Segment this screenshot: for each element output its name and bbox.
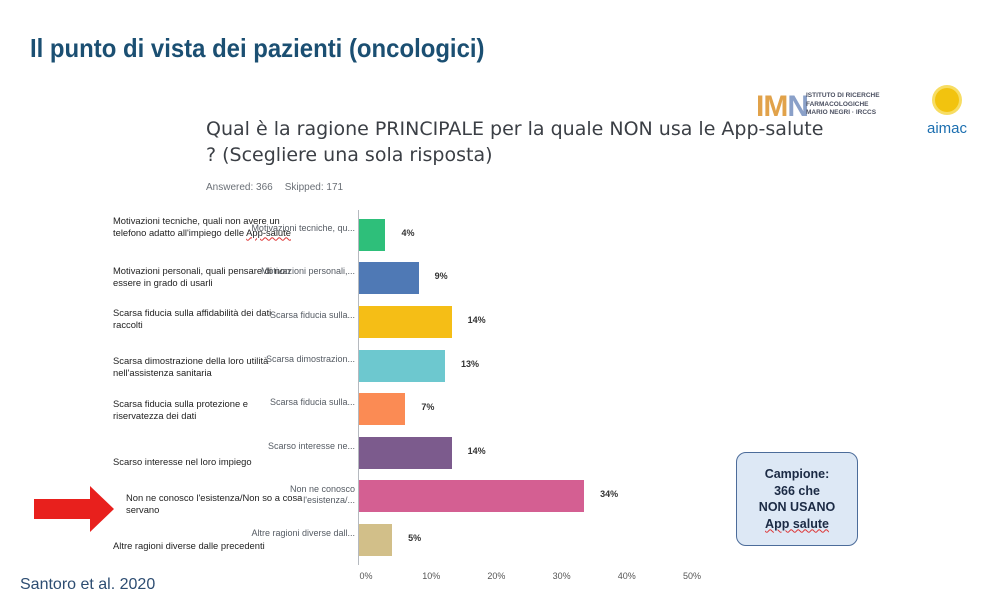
bar-axis-label: Motivazioni personali,... — [260, 266, 355, 276]
category-label: Scarso interesse nel loro impiego — [113, 456, 252, 467]
x-tick-label: 50% — [683, 571, 702, 581]
bar-value-label: 13% — [461, 359, 480, 369]
aimac-logo: aimac — [922, 88, 972, 144]
logos: IMN ISTITUTO DI RICERCHE FARMACOLOGICHE … — [752, 86, 974, 144]
bar — [359, 524, 393, 556]
category-label: Scarsa dimostrazione della loro utilità … — [113, 355, 269, 378]
survey-stats: Answered: 366 Skipped: 171 — [206, 182, 343, 193]
category-label: Scarsa fiducia sulla affidabilità dei da… — [113, 307, 272, 330]
category-label: Motivazioni tecniche, quali non avere un… — [113, 215, 291, 238]
source-citation: Santoro et al. 2020 — [20, 576, 156, 593]
red-arrow-icon — [34, 486, 114, 532]
x-tick-label: 10% — [422, 571, 441, 581]
bar-axis-label: Scarso interesse ne... — [267, 441, 355, 451]
bar — [359, 437, 452, 469]
x-tick-label: 20% — [487, 571, 506, 581]
bar-axis-label: Non ne conosco l'esistenza/... — [289, 484, 355, 505]
survey-question: Qual è la ragione PRINCIPALE per la qual… — [206, 118, 824, 166]
mario-negri-logo-mark: IMN — [756, 90, 809, 123]
bar-axis-label: Motivazioni tecniche, qu... — [251, 223, 355, 233]
bar-axis-label: Altre ragioni diverse dall... — [251, 528, 355, 538]
x-tick-label: 30% — [552, 571, 571, 581]
bar-value-label: 9% — [434, 271, 448, 281]
bar-value-label: 14% — [467, 446, 486, 456]
skipped-count: Skipped: 171 — [284, 182, 344, 193]
category-label: Scarsa fiducia sulla protezione e riserv… — [113, 398, 248, 421]
bar-axis-label: Scarsa fiducia sulla... — [269, 397, 355, 407]
bar — [359, 350, 446, 382]
bar — [359, 262, 419, 294]
bar-value-label: 7% — [421, 402, 435, 412]
sample-callout: Campione: 366 che NON USANO App salute — [736, 452, 858, 546]
x-tick-label: 0% — [359, 571, 373, 581]
category-label: Altre ragioni diverse dalle precedenti — [113, 540, 265, 551]
bar — [359, 393, 406, 425]
slide-title: Il punto di vista dei pazienti (oncologi… — [30, 33, 485, 63]
answered-count: Answered: 366 — [206, 182, 273, 193]
category-label: Motivazioni personali, quali pensare di … — [113, 265, 291, 288]
mario-negri-logo-text: ISTITUTO DI RICERCHE FARMACOLOGICHE MARI… — [806, 92, 880, 116]
bar — [359, 480, 585, 512]
bar — [359, 219, 386, 251]
category-label: Non ne conosco l'esistenza/Non so a cosa… — [126, 492, 303, 515]
bar-value-label: 14% — [467, 315, 486, 325]
bar-value-label: 34% — [600, 489, 619, 499]
x-tick-label: 40% — [617, 571, 636, 581]
bar — [359, 306, 452, 338]
bar-value-label: 4% — [401, 228, 415, 238]
bar-value-label: 5% — [408, 533, 422, 543]
bar-axis-label: Scarsa fiducia sulla... — [269, 310, 355, 320]
sun-icon — [935, 88, 959, 112]
bar-axis-label: Scarsa dimostrazion... — [265, 354, 355, 364]
y-axis-line — [358, 210, 359, 565]
